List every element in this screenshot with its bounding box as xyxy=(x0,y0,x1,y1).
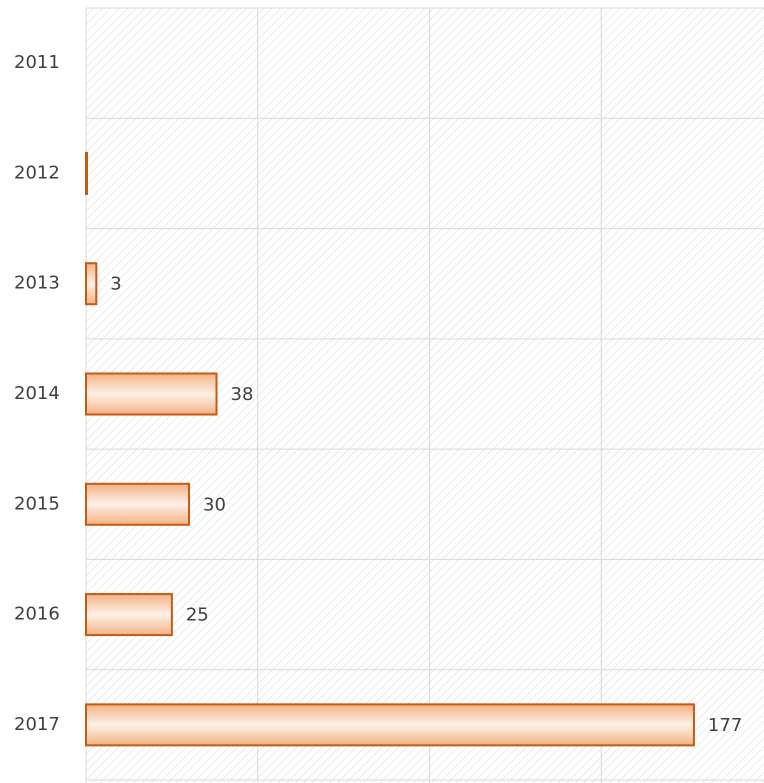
data-label: 38 xyxy=(231,384,254,405)
y-tick-label: 2011 xyxy=(14,52,60,73)
data-label: 177 xyxy=(708,715,742,736)
y-tick-label: 2012 xyxy=(14,162,60,183)
bar xyxy=(85,151,88,195)
y-tick-label: 2016 xyxy=(14,604,60,625)
bar xyxy=(85,262,98,306)
data-label: 30 xyxy=(203,494,226,515)
bar xyxy=(85,593,173,637)
y-tick-label: 2014 xyxy=(14,383,60,404)
y-tick-label: 2013 xyxy=(14,273,60,294)
y-tick-label: 2017 xyxy=(14,714,60,735)
bar xyxy=(85,703,695,747)
bar xyxy=(85,372,218,416)
y-tick-label: 2015 xyxy=(14,493,60,514)
data-label: 25 xyxy=(186,605,209,626)
bar xyxy=(85,482,191,526)
data-label: 3 xyxy=(110,274,121,295)
